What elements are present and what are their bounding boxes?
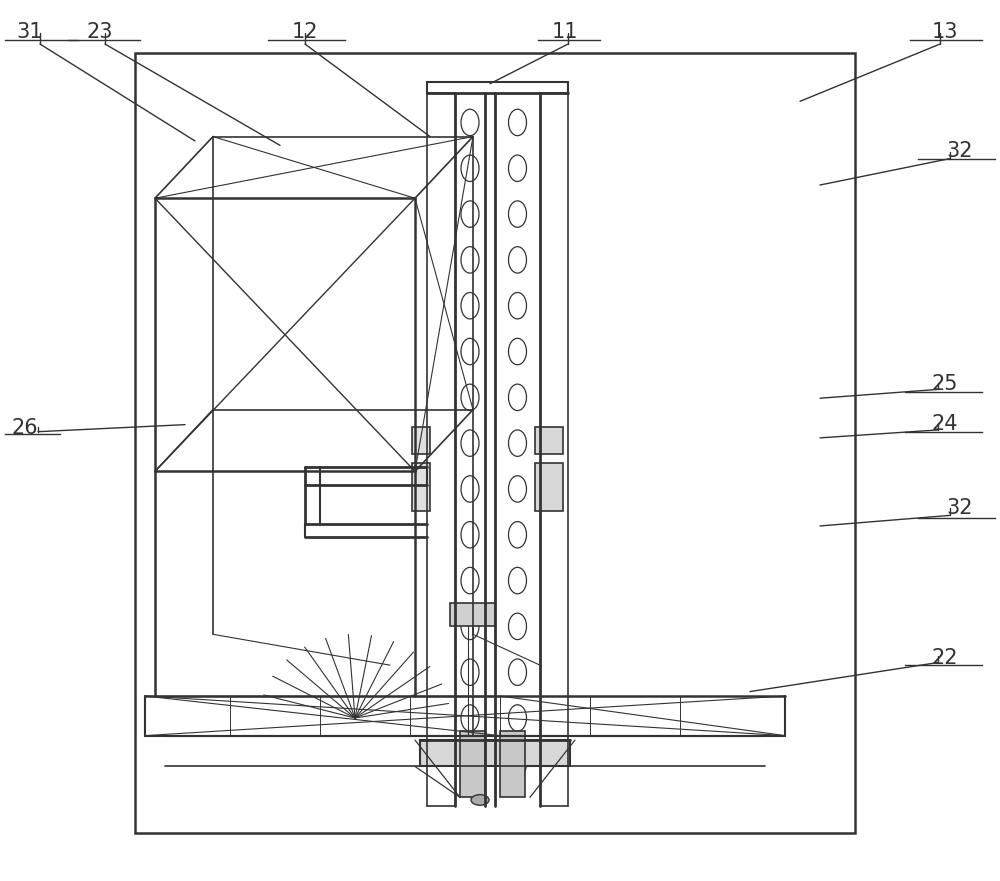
Bar bbox=[412, 463, 430, 511]
Bar bbox=[500, 731, 525, 797]
Text: 13: 13 bbox=[932, 22, 958, 42]
Text: 25: 25 bbox=[932, 374, 958, 395]
Bar bbox=[460, 731, 485, 797]
Text: 31: 31 bbox=[17, 22, 43, 42]
Bar bbox=[535, 427, 563, 454]
Text: 24: 24 bbox=[932, 414, 958, 434]
Text: 32: 32 bbox=[947, 498, 973, 518]
Text: 32: 32 bbox=[947, 141, 973, 161]
Bar bbox=[135, 53, 855, 833]
Ellipse shape bbox=[471, 795, 489, 805]
Text: 22: 22 bbox=[932, 648, 958, 668]
Text: 23: 23 bbox=[87, 22, 113, 42]
Bar bbox=[450, 603, 495, 626]
Text: 12: 12 bbox=[292, 22, 318, 42]
Bar bbox=[412, 427, 430, 454]
Text: 26: 26 bbox=[12, 418, 38, 439]
Bar bbox=[420, 740, 570, 766]
Bar bbox=[535, 463, 563, 511]
Text: 11: 11 bbox=[552, 22, 578, 42]
